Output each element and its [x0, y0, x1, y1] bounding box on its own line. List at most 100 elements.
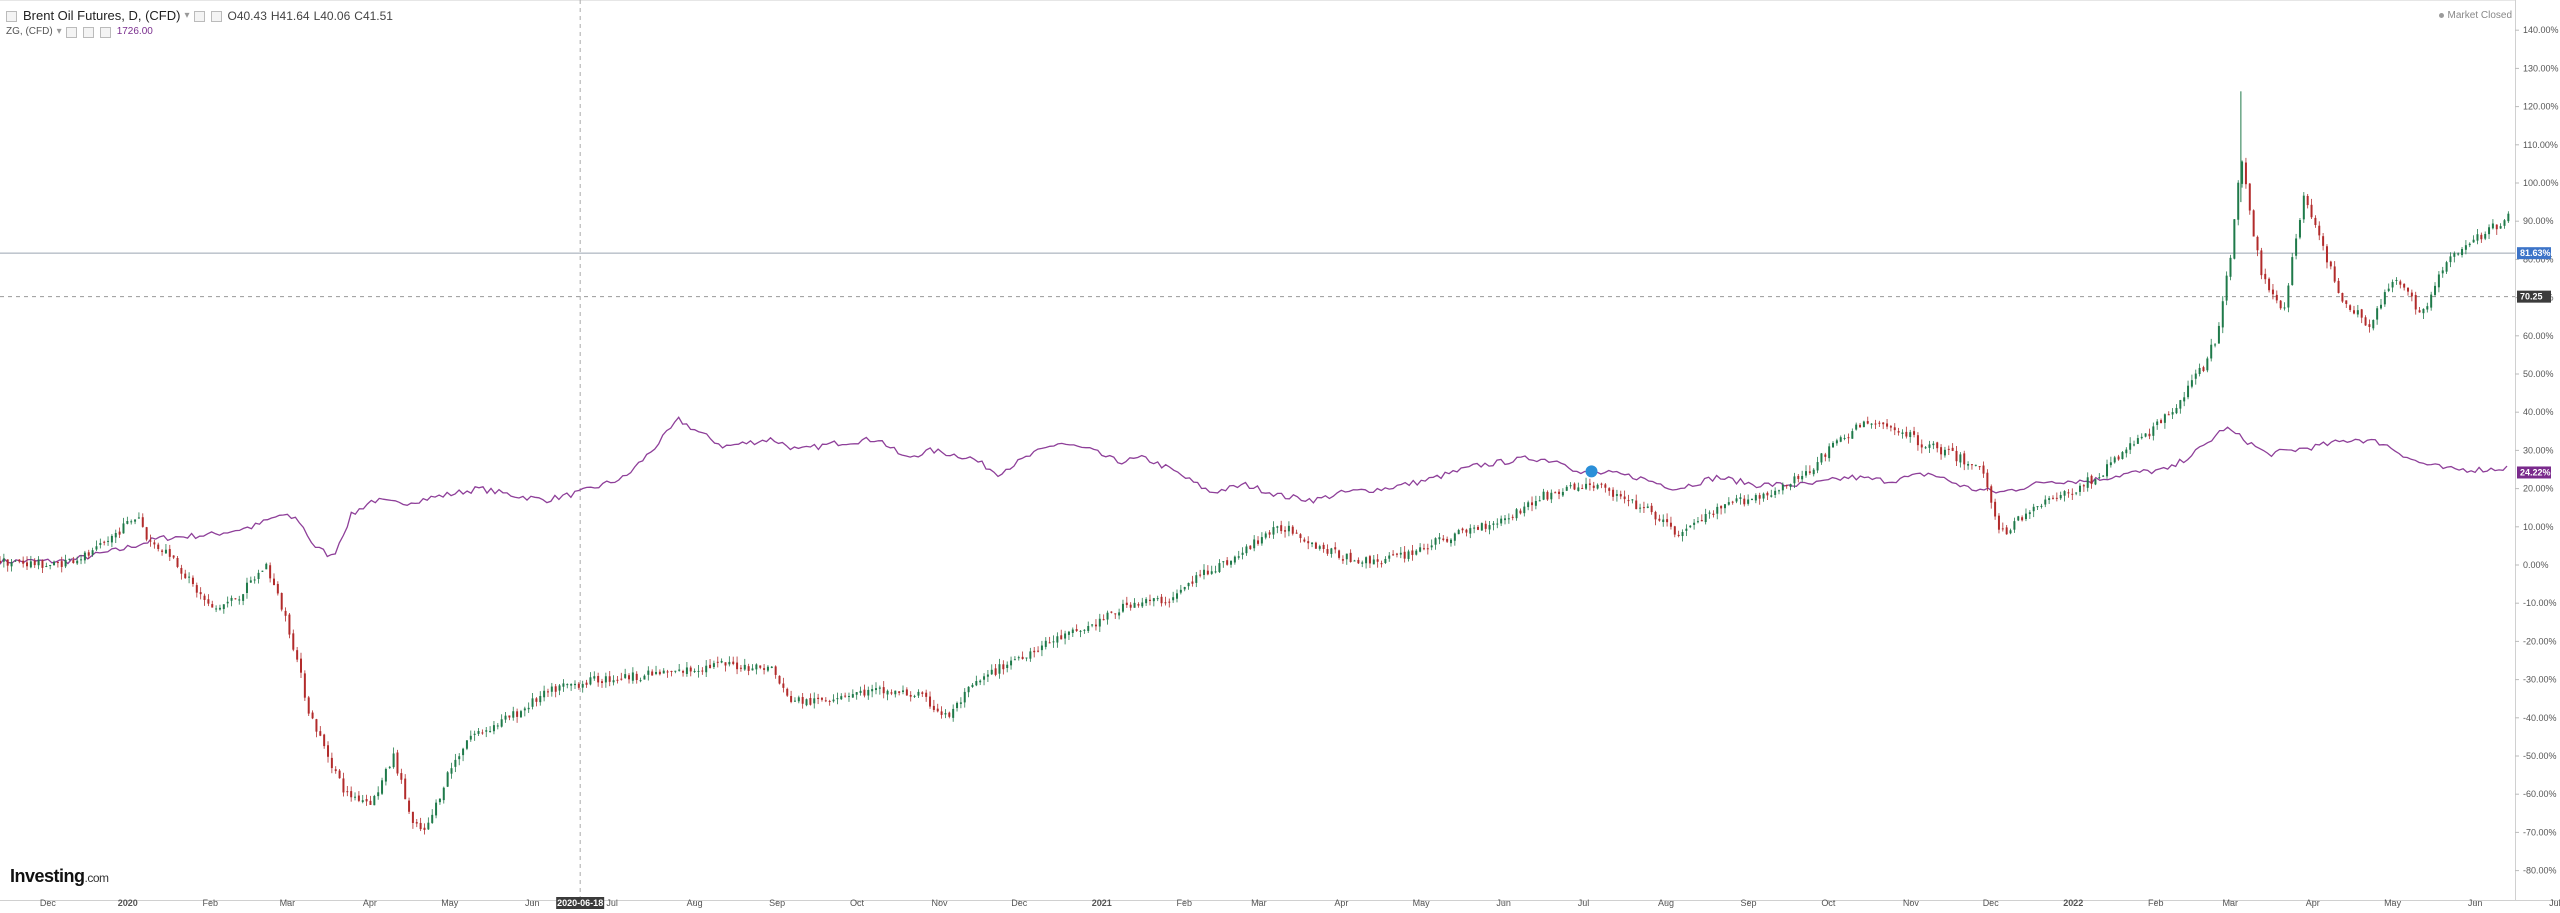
candle-body: [759, 665, 762, 668]
candle-body: [948, 712, 951, 717]
candle-body: [276, 583, 279, 594]
candle-body: [975, 681, 978, 686]
candle-body: [431, 814, 434, 823]
candle-body: [2133, 444, 2136, 446]
candle-body: [2349, 305, 2352, 310]
candle-body: [1696, 521, 1699, 523]
candle-body: [1349, 552, 1352, 562]
candle-body: [763, 668, 766, 670]
candle-body: [2063, 491, 2066, 496]
candle-body: [581, 683, 584, 688]
gold-price-tag: [2517, 466, 2551, 479]
candle-body: [164, 549, 167, 554]
collapse-icon[interactable]: [6, 10, 17, 22]
candle-body: [253, 579, 256, 581]
candle-body: [2391, 281, 2394, 288]
candle-body: [338, 770, 341, 779]
candle-body: [226, 601, 229, 604]
candle-body: [1295, 532, 1298, 534]
candle-body: [2395, 279, 2398, 281]
visibility-icon[interactable]: [82, 26, 94, 38]
candle-body: [2244, 162, 2247, 185]
settings-icon[interactable]: [193, 10, 205, 22]
candle-body: [2306, 195, 2309, 206]
candle-body: [1631, 499, 1634, 501]
candle-body: [2167, 414, 2170, 416]
candle-body: [1862, 421, 1865, 428]
candle-body: [49, 564, 52, 566]
candle-body: [2217, 325, 2220, 344]
candle-body: [1017, 657, 1020, 659]
candle-body: [323, 734, 326, 747]
candle-body: [1195, 575, 1198, 583]
candle-body: [292, 633, 295, 650]
chevron-down-icon[interactable]: ▾: [56, 26, 62, 37]
candle-body: [1442, 538, 1445, 540]
candle-body: [2009, 530, 2012, 534]
candle-body: [22, 560, 25, 564]
candle-body: [172, 555, 175, 558]
candle-body: [1507, 518, 1510, 520]
candle-body: [373, 795, 376, 806]
candle-body: [465, 740, 468, 749]
candle-body: [1226, 560, 1229, 565]
candle-body: [2379, 304, 2382, 309]
candle-body: [1461, 528, 1464, 531]
legend-compare-value: 1726.00: [116, 26, 153, 37]
candle-body: [83, 552, 86, 561]
y-tick-label: 130.00%: [2523, 63, 2559, 73]
candle-body: [736, 662, 739, 670]
close-icon[interactable]: [210, 10, 222, 22]
candle-body: [782, 683, 785, 688]
candle-body: [2136, 438, 2139, 444]
y-tick-label: 120.00%: [2523, 102, 2559, 112]
candle-body: [176, 557, 179, 567]
candle-body: [674, 670, 677, 672]
y-tick-label: -80.00%: [2523, 866, 2557, 876]
candle-body: [435, 802, 438, 816]
candle-body: [300, 658, 303, 673]
candle-body: [1040, 645, 1043, 651]
candle-body: [2106, 464, 2109, 477]
legend-open: O40.43: [227, 9, 267, 23]
candle-body: [1044, 640, 1047, 647]
candle-body: [1963, 453, 1966, 465]
candle-body: [1392, 554, 1395, 556]
crosshair-date-label: 2020-06-18: [557, 898, 603, 908]
candle-body: [728, 661, 731, 665]
candle-body: [1596, 484, 1599, 489]
candle-body: [2271, 289, 2274, 295]
candle-body: [1940, 447, 1943, 455]
candle-body: [1843, 437, 1846, 439]
candle-body: [1893, 427, 1896, 431]
candle-body: [2488, 227, 2491, 235]
candle-body: [1037, 650, 1040, 652]
x-tick-label: Dec: [1011, 898, 1028, 908]
candle-body: [828, 700, 831, 702]
candle-body: [1986, 472, 1989, 488]
candle-body: [859, 690, 862, 693]
candle-body: [2279, 300, 2282, 309]
candle-body: [1870, 423, 1873, 425]
candle-body: [1828, 446, 1831, 459]
candle-body: [462, 748, 465, 756]
candle-body: [805, 699, 808, 706]
candle-body: [207, 599, 210, 604]
candle-body: [315, 719, 318, 732]
candle-body: [820, 697, 823, 700]
candle-body: [593, 676, 596, 679]
candle-body: [2503, 220, 2506, 226]
candle-body: [1538, 500, 1541, 502]
candle-body: [624, 674, 627, 678]
chevron-down-icon[interactable]: ▾: [184, 10, 190, 21]
settings-icon[interactable]: [65, 26, 77, 38]
candle-body: [608, 676, 611, 682]
candle-body: [2352, 310, 2355, 314]
candle-body: [2094, 479, 2097, 485]
candle-body: [107, 540, 110, 542]
close-icon[interactable]: [99, 26, 111, 38]
candle-body: [2356, 310, 2359, 315]
gold-price-label: 24.22%: [2520, 467, 2551, 477]
candle-body: [2337, 280, 2340, 293]
